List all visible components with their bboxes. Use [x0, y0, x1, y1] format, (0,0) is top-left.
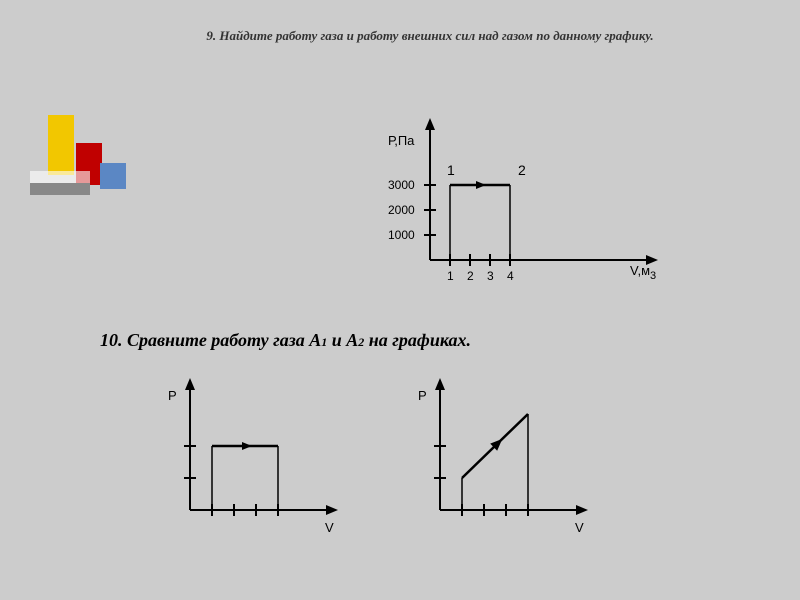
point-2-label: 2: [518, 162, 526, 178]
slide: 9. Найдите работу газа и работу внешних …: [0, 0, 800, 600]
deco-blue-bar: [100, 163, 126, 189]
x-tick-label: 1: [447, 269, 454, 283]
x-tick-label: 3: [487, 269, 494, 283]
deco-dark-bar: [30, 183, 90, 195]
deco-yellow-bar: [48, 115, 74, 175]
chart-problem-10-b: P V: [390, 370, 610, 550]
x-tick-label: 4: [507, 269, 514, 283]
y-axis-label: Р,Па: [388, 133, 415, 148]
y-axis-label: P: [418, 388, 427, 403]
x-axis-label: V,м3: [630, 263, 656, 282]
y-tick-label: 3000: [388, 178, 415, 192]
point-1-label: 1: [447, 162, 455, 178]
x-axis-label: V: [575, 520, 584, 535]
y-axis-label: P: [168, 388, 177, 403]
x-tick-label: 2: [467, 269, 474, 283]
problem-9-title: 9. Найдите работу газа и работу внешних …: [100, 28, 760, 44]
x-axis-label: V: [325, 520, 334, 535]
process-arrow: [242, 442, 252, 450]
y-tick-label: 2000: [388, 203, 415, 217]
deco-light-bar: [30, 171, 90, 183]
corner-decoration: [30, 115, 130, 225]
chart-problem-9: Р,Па V,м3 1000 2000 3000 1 2 3 4 1 2: [370, 110, 690, 300]
y-tick-label: 1000: [388, 228, 415, 242]
chart-problem-10-a: P V: [140, 370, 360, 550]
process-arrow: [476, 181, 486, 189]
problem-10-title: 10. Сравните работу газа А1 и А2 на граф…: [100, 330, 471, 351]
